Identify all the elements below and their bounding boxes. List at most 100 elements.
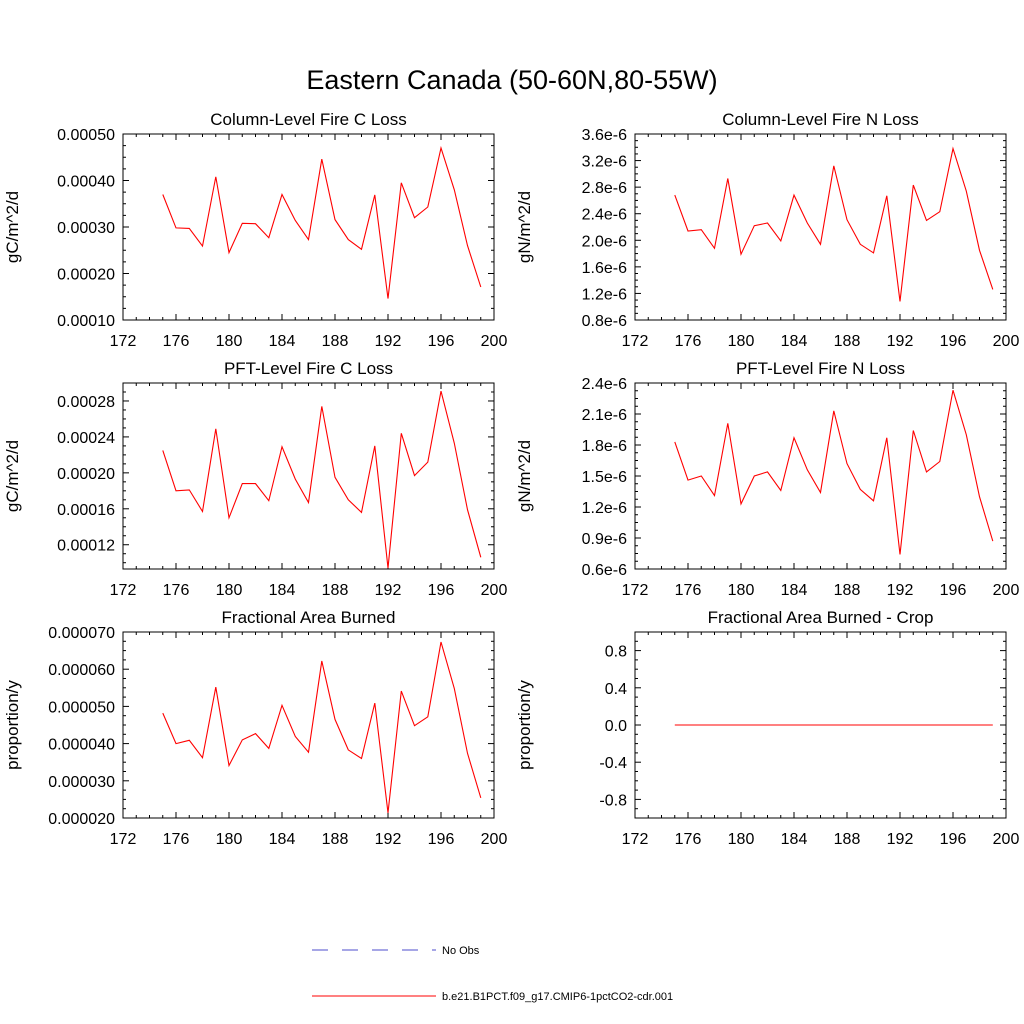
y-axis-label: proportion/y xyxy=(515,680,534,770)
y-tick-label: 0.00024 xyxy=(57,430,115,447)
x-tick-label: 180 xyxy=(216,831,243,848)
y-tick-label: -0.8 xyxy=(599,792,627,809)
y-tick-label: 0.4 xyxy=(605,681,627,698)
chart-panel-2: Column-Level Fire N Loss gN/m^2/d 172 176 18… xyxy=(515,110,1019,350)
x-tick-label: 196 xyxy=(940,831,967,848)
y-tick-label: -0.4 xyxy=(599,755,627,772)
x-tick-label: 192 xyxy=(887,333,914,350)
chart-panel-3: PFT-Level Fire C Loss gC/m^2/d 172 176 180 18… xyxy=(3,359,507,599)
x-tick-label: 184 xyxy=(269,582,296,599)
x-tick-label: 172 xyxy=(110,333,137,350)
y-tick-label: 0.8e-6 xyxy=(582,313,627,330)
x-tick-label: 184 xyxy=(781,831,808,848)
y-tick-label: 0.00020 xyxy=(57,466,115,483)
plot-frame xyxy=(122,382,495,570)
x-tick-label: 196 xyxy=(428,582,455,599)
y-tick-label: 3.6e-6 xyxy=(582,127,627,144)
x-tick-label: 184 xyxy=(269,831,296,848)
y-tick-label: 1.8e-6 xyxy=(582,438,627,455)
x-tick-label: 188 xyxy=(322,333,349,350)
x-tick-label: 172 xyxy=(622,582,649,599)
x-tick-label: 188 xyxy=(322,831,349,848)
x-tick-label: 200 xyxy=(993,831,1020,848)
x-tick-label: 192 xyxy=(375,333,402,350)
x-tick-label: 176 xyxy=(675,582,702,599)
y-tick-label: 3.2e-6 xyxy=(582,154,627,171)
x-tick-label: 184 xyxy=(781,582,808,599)
y-tick-label: 1.2e-6 xyxy=(582,500,627,517)
x-tick-label: 176 xyxy=(675,333,702,350)
x-tick-label: 200 xyxy=(993,333,1020,350)
x-tick-label: 192 xyxy=(375,582,402,599)
y-tick-label: 0.000040 xyxy=(48,737,115,754)
legend: No Obs b.e21.B1PCT.f09_g17.CMIP6-1pctCO2-… xyxy=(312,945,673,1003)
y-axis-label: gC/m^2/d xyxy=(3,440,22,512)
x-tick-label: 172 xyxy=(622,333,649,350)
chart-panel-6: Fractional Area Burned - Crop proportion/… xyxy=(515,608,1019,848)
legend-label: No Obs xyxy=(442,945,480,957)
x-tick-label: 176 xyxy=(163,831,190,848)
y-axis-label: proportion/y xyxy=(3,680,22,770)
y-tick-label: 2.0e-6 xyxy=(582,233,627,250)
y-tick-label: 0.000070 xyxy=(48,625,115,642)
x-tick-label: 200 xyxy=(481,831,508,848)
x-tick-label: 200 xyxy=(993,582,1020,599)
y-tick-label: 0.00040 xyxy=(57,174,115,191)
x-tick-label: 200 xyxy=(481,333,508,350)
x-tick-label: 196 xyxy=(428,333,455,350)
x-tick-label: 172 xyxy=(622,831,649,848)
x-tick-label: 184 xyxy=(781,333,808,350)
series-line xyxy=(162,641,482,813)
panel-title: Fractional Area Burned xyxy=(222,608,396,627)
x-tick-label: 180 xyxy=(216,582,243,599)
x-tick-label: 188 xyxy=(834,582,861,599)
y-tick-label: 0.00050 xyxy=(57,127,115,144)
y-tick-label: 0.6e-6 xyxy=(582,562,627,579)
y-axis-label: gN/m^2/d xyxy=(515,191,534,263)
x-tick-label: 196 xyxy=(940,333,967,350)
y-tick-label: 0.00020 xyxy=(57,267,115,284)
x-tick-label: 180 xyxy=(728,333,755,350)
series-line xyxy=(162,390,482,569)
y-tick-label: 1.2e-6 xyxy=(582,286,627,303)
x-tick-label: 192 xyxy=(887,831,914,848)
chart-panel-4: PFT-Level Fire N Loss gN/m^2/d 172 176 180 18… xyxy=(515,359,1019,599)
y-axis-label: gN/m^2/d xyxy=(515,440,534,512)
y-tick-label: 0.00016 xyxy=(57,502,115,519)
x-tick-label: 180 xyxy=(728,831,755,848)
chart-panel-5: Fractional Area Burned proportion/y 172 176… xyxy=(3,608,507,848)
x-tick-label: 180 xyxy=(728,582,755,599)
y-tick-label: 0.0 xyxy=(605,718,627,735)
y-tick-label: 0.000050 xyxy=(48,699,115,716)
y-tick-label: 1.5e-6 xyxy=(582,469,627,486)
panel-title: Fractional Area Burned - Crop xyxy=(708,608,934,627)
y-tick-label: 0.00030 xyxy=(57,220,115,237)
panels: Column-Level Fire C Loss gC/m^2/d 172 176 18… xyxy=(3,110,1019,848)
y-tick-label: 2.4e-6 xyxy=(582,207,627,224)
x-tick-label: 172 xyxy=(110,582,137,599)
y-tick-label: 0.000030 xyxy=(48,774,115,791)
panel-title: PFT-Level Fire N Loss xyxy=(736,359,905,378)
y-tick-label: 0.000060 xyxy=(48,662,115,679)
legend-label: b.e21.B1PCT.f09_g17.CMIP6-1pctCO2-cdr.00… xyxy=(442,991,673,1003)
x-tick-label: 172 xyxy=(110,831,137,848)
y-tick-label: 0.000020 xyxy=(48,811,115,828)
x-tick-label: 176 xyxy=(675,831,702,848)
x-tick-label: 176 xyxy=(163,582,190,599)
y-tick-label: 1.6e-6 xyxy=(582,260,627,277)
y-tick-label: 2.4e-6 xyxy=(582,376,627,393)
x-tick-label: 196 xyxy=(428,831,455,848)
x-tick-label: 176 xyxy=(163,333,190,350)
x-tick-label: 192 xyxy=(887,582,914,599)
y-tick-label: 0.00010 xyxy=(57,313,115,330)
figure-title: Eastern Canada (50-60N,80-55W) xyxy=(306,65,717,95)
y-tick-label: 0.8 xyxy=(605,644,627,661)
x-tick-label: 188 xyxy=(322,582,349,599)
x-tick-label: 188 xyxy=(834,333,861,350)
x-tick-label: 188 xyxy=(834,831,861,848)
x-tick-label: 192 xyxy=(375,831,402,848)
y-axis-label: gC/m^2/d xyxy=(3,191,22,263)
x-tick-label: 200 xyxy=(481,582,508,599)
y-tick-label: 2.8e-6 xyxy=(582,180,627,197)
